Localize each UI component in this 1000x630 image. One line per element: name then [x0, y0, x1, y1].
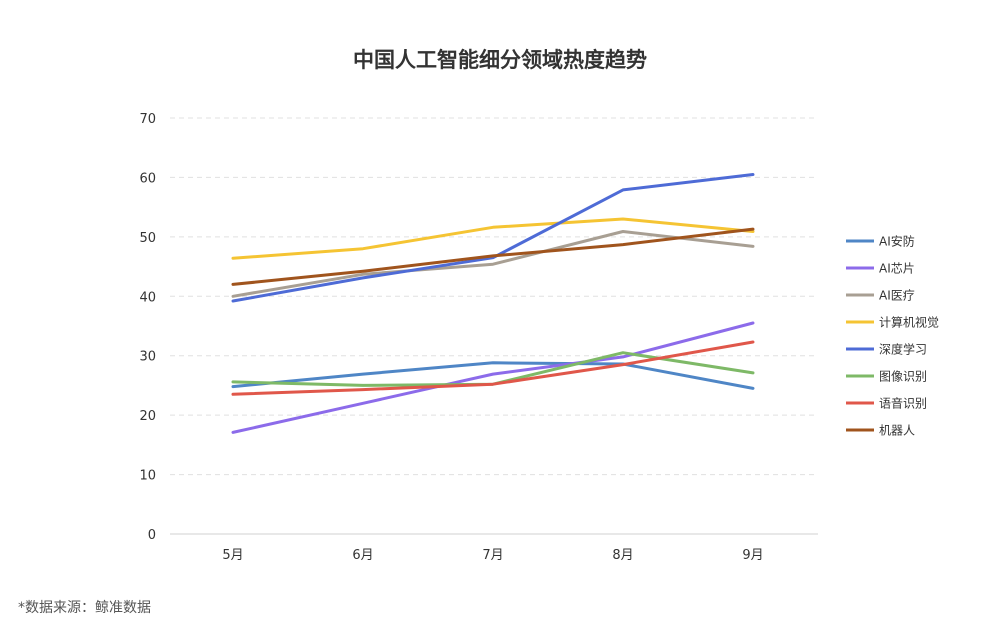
series-line-1: [231, 321, 755, 434]
x-tick-label: 8月: [612, 548, 633, 563]
legend-label: 图像识别: [879, 370, 927, 384]
source-note: *数据来源：鲸准数据: [18, 600, 151, 616]
x-tick-label: 5月: [222, 548, 243, 563]
y-tick-label: 30: [139, 350, 156, 365]
series-line-2: [231, 230, 755, 298]
grid: [170, 117, 818, 476]
plot-area: [231, 173, 755, 434]
legend-label: 计算机视觉: [879, 315, 939, 330]
legend-label: AI芯片: [879, 262, 915, 276]
legend-label: 机器人: [879, 424, 915, 438]
y-tick-label: 70: [139, 112, 156, 127]
x-tick-label: 7月: [482, 548, 503, 563]
series-line-0: [231, 361, 755, 390]
y-tick-label: 0: [148, 528, 156, 543]
legend-label: AI医疗: [879, 289, 915, 303]
y-tick-label: 60: [139, 171, 156, 186]
legend-label: 深度学习: [879, 342, 927, 357]
series-line-6: [231, 340, 755, 396]
y-tick-label: 40: [139, 290, 156, 305]
series-line-7: [231, 227, 755, 286]
x-tick-label: 6月: [352, 548, 373, 563]
x-tick-label: 9月: [742, 548, 763, 563]
chart-title: 中国人工智能细分领域热度趋势: [353, 48, 647, 72]
y-tick-label: 20: [139, 409, 156, 424]
legend-label: 语音识别: [879, 396, 927, 411]
y-tick-label: 10: [139, 469, 156, 484]
legend-label: AI安防: [879, 234, 915, 249]
series-line-4: [231, 173, 755, 303]
series-line-3: [231, 217, 755, 260]
y-tick-label: 50: [139, 231, 156, 246]
axes: 0 10 20 30 40 50 60 70 5月 6月 7月 8月 9月: [139, 112, 818, 563]
